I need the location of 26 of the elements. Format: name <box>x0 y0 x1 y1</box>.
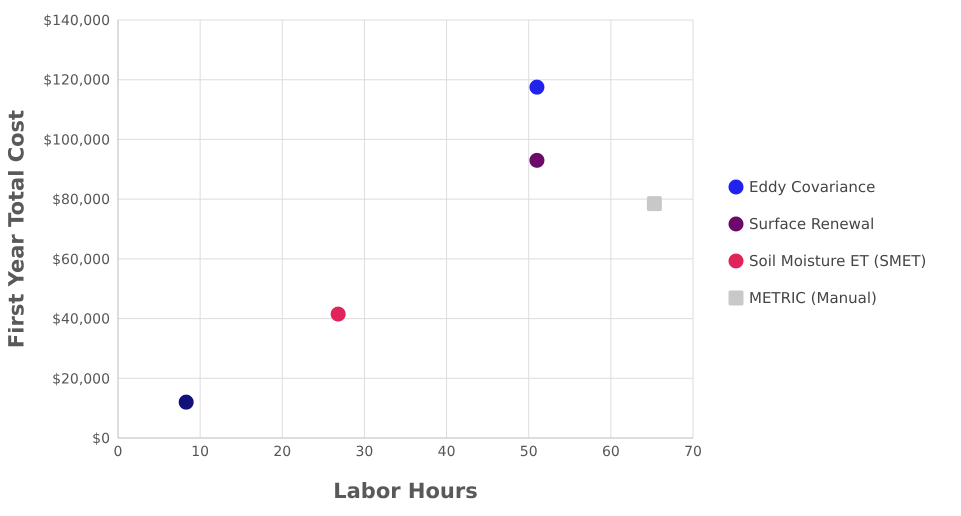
x-tick-label: 0 <box>114 444 122 460</box>
x-tick-label: 60 <box>602 444 620 460</box>
y-tick-label: $120,000 <box>43 72 110 89</box>
y-tick-label: $100,000 <box>43 132 110 148</box>
y-tick-label: $40,000 <box>52 312 110 328</box>
y-tick-label: $140,000 <box>43 12 110 29</box>
point <box>178 394 194 410</box>
point <box>529 152 544 168</box>
x-tick-label: 70 <box>684 444 702 460</box>
point <box>330 306 346 322</box>
point <box>646 196 662 212</box>
x-axis-title: Labor Hours <box>333 479 478 503</box>
x-tick-label: 10 <box>191 444 210 460</box>
point <box>529 80 544 95</box>
x-tick-label: 20 <box>273 444 292 460</box>
x-tick-label: 50 <box>520 444 538 460</box>
y-tick-label: $0 <box>92 430 110 447</box>
legend-label: Eddy Covariance <box>749 178 876 196</box>
x-tick-label: 30 <box>356 444 374 460</box>
y-tick-label: $20,000 <box>52 371 110 388</box>
legend-label: Surface Renewal <box>749 214 874 232</box>
legend-label: METRIC (Manual) <box>749 288 877 306</box>
y-tick-label: $60,000 <box>52 252 110 268</box>
legend-label: Soil Moisture ET (SMET) <box>749 252 926 270</box>
y-tick-label: $80,000 <box>52 192 110 208</box>
x-tick-label: 40 <box>438 444 456 460</box>
